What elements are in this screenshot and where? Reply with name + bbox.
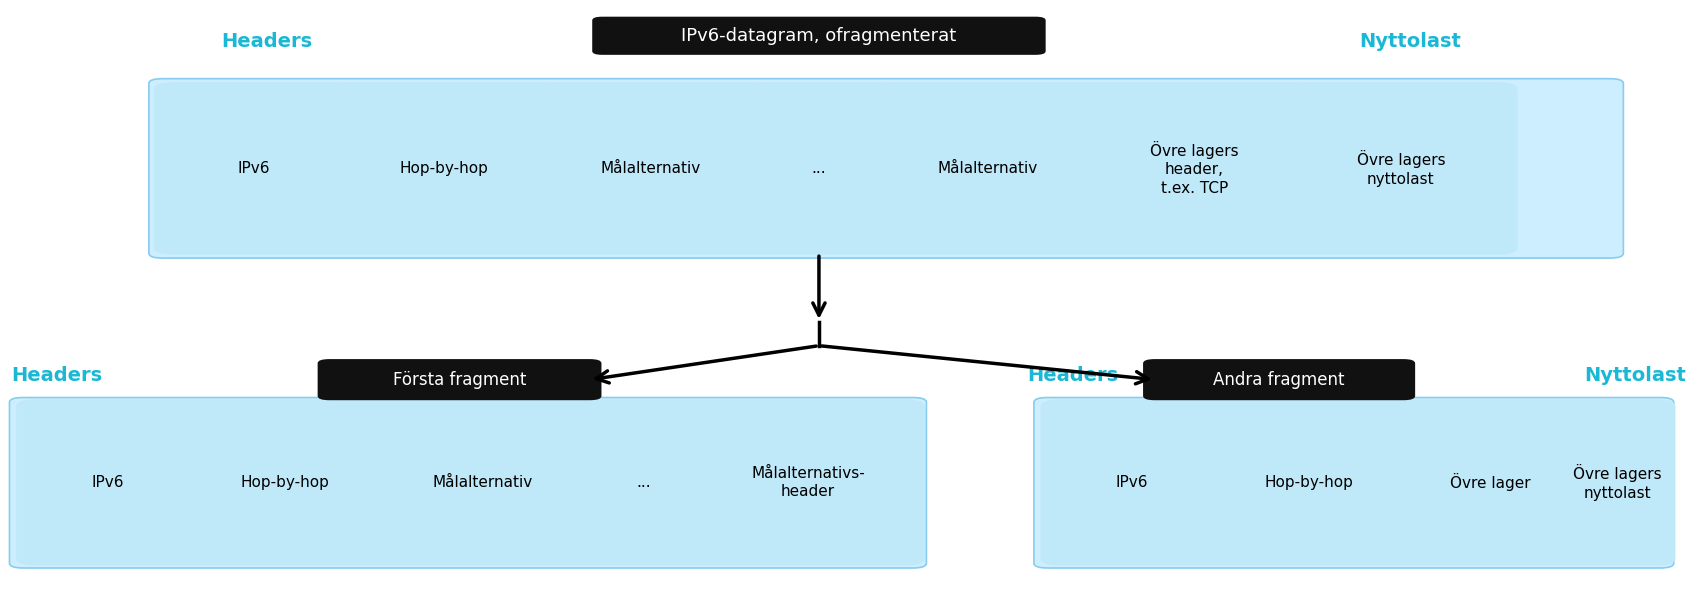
FancyBboxPatch shape — [1196, 399, 1422, 566]
FancyBboxPatch shape — [17, 399, 199, 566]
Text: Hop-by-hop: Hop-by-hop — [241, 475, 329, 490]
Text: Headers: Headers — [1027, 366, 1118, 385]
Text: Målalternativs-
header: Målalternativs- header — [752, 465, 865, 499]
Text: Övre lagers
nyttolast: Övre lagers nyttolast — [1356, 150, 1446, 187]
FancyBboxPatch shape — [173, 399, 397, 566]
FancyBboxPatch shape — [1078, 82, 1312, 254]
FancyBboxPatch shape — [149, 79, 1624, 258]
FancyBboxPatch shape — [1560, 399, 1675, 566]
Text: IPv6-datagram, ofragmenterat: IPv6-datagram, ofragmenterat — [680, 27, 957, 45]
FancyBboxPatch shape — [1040, 399, 1224, 566]
Text: Andra fragment: Andra fragment — [1213, 371, 1344, 389]
Text: Målalternativ: Målalternativ — [433, 475, 533, 490]
FancyBboxPatch shape — [370, 399, 596, 566]
Text: Målalternativ: Målalternativ — [601, 161, 701, 176]
FancyBboxPatch shape — [328, 82, 560, 254]
Text: Övre lager: Övre lager — [1451, 473, 1531, 492]
Text: Övre lagers
header,
t.ex. TCP: Övre lagers header, t.ex. TCP — [1151, 141, 1239, 196]
Text: Hop-by-hop: Hop-by-hop — [1264, 475, 1354, 490]
Text: Nyttolast: Nyttolast — [1359, 32, 1461, 51]
Text: Headers: Headers — [10, 366, 102, 385]
Text: ...: ... — [811, 161, 826, 176]
FancyBboxPatch shape — [568, 399, 718, 566]
Text: IPv6: IPv6 — [92, 475, 124, 490]
FancyBboxPatch shape — [1395, 399, 1587, 566]
Text: Nyttolast: Nyttolast — [1585, 366, 1687, 385]
FancyBboxPatch shape — [740, 82, 898, 254]
FancyBboxPatch shape — [1033, 398, 1673, 568]
FancyBboxPatch shape — [592, 17, 1045, 55]
FancyBboxPatch shape — [317, 359, 601, 401]
Text: Hop-by-hop: Hop-by-hop — [399, 161, 489, 176]
Text: ...: ... — [636, 475, 650, 490]
FancyBboxPatch shape — [871, 82, 1105, 254]
Text: IPv6: IPv6 — [238, 161, 270, 176]
FancyBboxPatch shape — [691, 399, 925, 566]
Text: Målalternativ: Målalternativ — [938, 161, 1039, 176]
FancyBboxPatch shape — [10, 398, 927, 568]
Text: Headers: Headers — [221, 32, 312, 51]
FancyBboxPatch shape — [154, 82, 353, 254]
FancyBboxPatch shape — [533, 82, 767, 254]
FancyBboxPatch shape — [1285, 82, 1517, 254]
Text: Övre lagers
nyttolast: Övre lagers nyttolast — [1573, 464, 1661, 501]
Text: IPv6: IPv6 — [1117, 475, 1149, 490]
FancyBboxPatch shape — [1144, 359, 1415, 401]
Text: Första fragment: Första fragment — [394, 371, 526, 389]
